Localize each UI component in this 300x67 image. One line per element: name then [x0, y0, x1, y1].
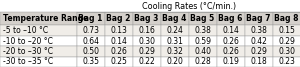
- Bar: [244, 36, 273, 46]
- Text: 0.14: 0.14: [110, 37, 127, 46]
- Bar: [189, 57, 217, 67]
- Bar: [160, 12, 189, 25]
- Text: 0.64: 0.64: [82, 37, 99, 46]
- Bar: [76, 57, 104, 67]
- Bar: [217, 46, 244, 57]
- Bar: [0, 25, 76, 36]
- Bar: [0, 46, 76, 57]
- Bar: [273, 57, 300, 67]
- Bar: [104, 25, 133, 36]
- Bar: [76, 36, 104, 46]
- Bar: [189, 25, 217, 36]
- Text: 0.38: 0.38: [194, 26, 211, 35]
- Text: 0.59: 0.59: [194, 37, 211, 46]
- Bar: [217, 36, 244, 46]
- Text: 0.14: 0.14: [222, 26, 239, 35]
- Bar: [0, 57, 76, 67]
- Text: 0.23: 0.23: [278, 57, 295, 66]
- Text: Bag 4: Bag 4: [162, 14, 187, 23]
- Text: 0.38: 0.38: [250, 26, 267, 35]
- Text: 0.19: 0.19: [222, 57, 239, 66]
- Bar: [104, 57, 133, 67]
- Text: Bag 1: Bag 1: [78, 14, 103, 23]
- Bar: [133, 36, 160, 46]
- Bar: [160, 25, 189, 36]
- Text: -20 to –30 °C: -20 to –30 °C: [3, 47, 53, 56]
- Bar: [133, 12, 160, 25]
- Text: 0.28: 0.28: [194, 57, 211, 66]
- Text: 0.31: 0.31: [166, 37, 183, 46]
- Text: 0.50: 0.50: [82, 47, 99, 56]
- Text: Bag 6: Bag 6: [218, 14, 243, 23]
- Text: 0.24: 0.24: [166, 26, 183, 35]
- Text: 0.26: 0.26: [222, 47, 239, 56]
- Bar: [189, 36, 217, 46]
- Bar: [133, 25, 160, 36]
- Bar: [104, 36, 133, 46]
- Bar: [104, 12, 133, 25]
- Text: 0.22: 0.22: [138, 57, 155, 66]
- Text: Bag 2: Bag 2: [106, 14, 131, 23]
- Bar: [217, 25, 244, 36]
- Text: Bag 3: Bag 3: [134, 14, 159, 23]
- Bar: [273, 46, 300, 57]
- Bar: [133, 57, 160, 67]
- Text: 0.32: 0.32: [166, 47, 183, 56]
- Text: 0.30: 0.30: [138, 37, 155, 46]
- Text: 0.29: 0.29: [250, 47, 267, 56]
- Text: 0.18: 0.18: [250, 57, 267, 66]
- Text: -30 to –35 °C: -30 to –35 °C: [3, 57, 53, 66]
- Bar: [133, 46, 160, 57]
- Bar: [160, 57, 189, 67]
- Text: 0.35: 0.35: [82, 57, 99, 66]
- Text: Temperature Range: Temperature Range: [3, 14, 88, 23]
- Text: -10 to –20 °C: -10 to –20 °C: [3, 37, 53, 46]
- Bar: [217, 57, 244, 67]
- Bar: [189, 12, 217, 25]
- Text: 0.29: 0.29: [278, 37, 295, 46]
- Bar: [76, 12, 104, 25]
- Text: 0.73: 0.73: [82, 26, 99, 35]
- Bar: [0, 12, 76, 25]
- Bar: [244, 12, 273, 25]
- Text: 0.26: 0.26: [110, 47, 127, 56]
- Text: 0.40: 0.40: [194, 47, 211, 56]
- Text: 0.16: 0.16: [138, 26, 155, 35]
- Bar: [104, 46, 133, 57]
- Bar: [244, 57, 273, 67]
- Bar: [244, 25, 273, 36]
- Bar: [76, 46, 104, 57]
- Bar: [160, 46, 189, 57]
- Text: 0.20: 0.20: [166, 57, 183, 66]
- Text: 0.42: 0.42: [250, 37, 267, 46]
- Text: -5 to –10 °C: -5 to –10 °C: [3, 26, 48, 35]
- Text: 0.15: 0.15: [278, 26, 295, 35]
- Bar: [273, 25, 300, 36]
- Text: Bag 5: Bag 5: [190, 14, 215, 23]
- Text: 0.13: 0.13: [110, 26, 127, 35]
- Text: 0.30: 0.30: [278, 47, 295, 56]
- Bar: [273, 36, 300, 46]
- Text: 0.25: 0.25: [110, 57, 127, 66]
- Text: 0.29: 0.29: [138, 47, 155, 56]
- Bar: [76, 0, 300, 12]
- Text: Cooling Rates (°C/min.): Cooling Rates (°C/min.): [142, 2, 236, 11]
- Bar: [76, 25, 104, 36]
- Bar: [244, 46, 273, 57]
- Bar: [160, 36, 189, 46]
- Text: Bag 7: Bag 7: [246, 14, 271, 23]
- Text: Bag 8: Bag 8: [274, 14, 299, 23]
- Bar: [273, 12, 300, 25]
- Bar: [0, 36, 76, 46]
- Bar: [217, 12, 244, 25]
- Bar: [189, 46, 217, 57]
- Text: 0.26: 0.26: [222, 37, 239, 46]
